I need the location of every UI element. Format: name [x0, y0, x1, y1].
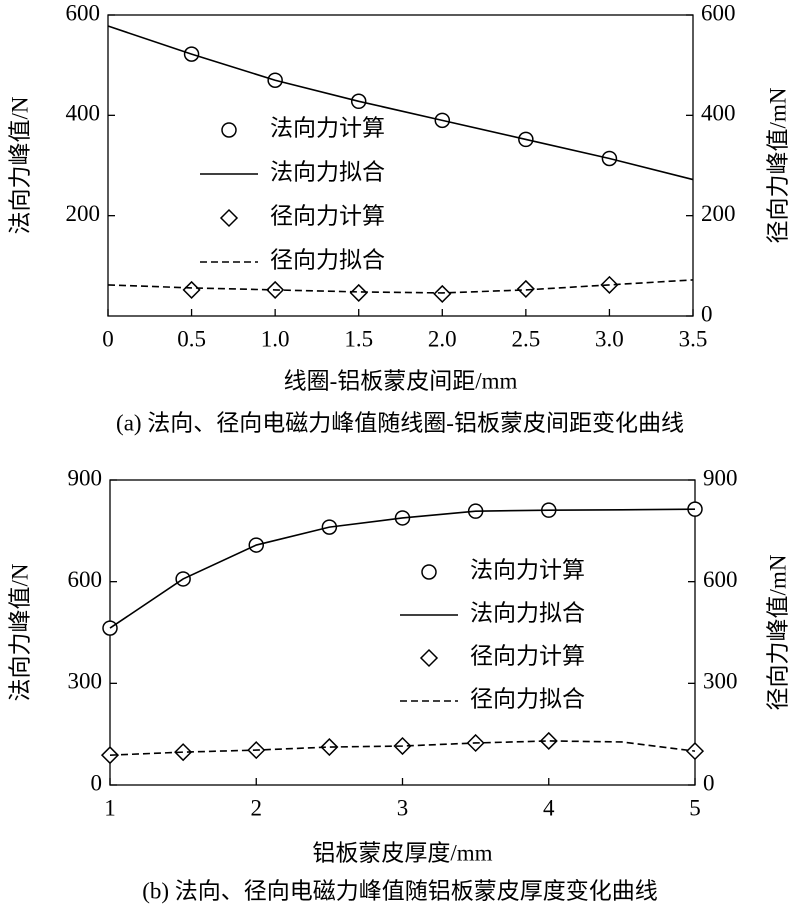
fit-line: [107, 25, 694, 181]
y-tick-label: 300: [68, 669, 103, 694]
x-tick-label: 3.0: [595, 326, 624, 351]
marker: [433, 284, 452, 303]
marker: [182, 280, 201, 299]
marker: [174, 743, 193, 762]
legend-label: 法向力计算: [470, 557, 585, 582]
legend-marker: [421, 564, 437, 580]
y2-tick-label: 200: [701, 201, 736, 226]
x-axis-label: 线圈-铝板蒙皮间距/mm: [284, 368, 518, 393]
legend-label: 径向力拟合: [270, 247, 385, 272]
legend-marker: [219, 208, 239, 228]
marker: [516, 279, 535, 298]
x-tick-label: 1.5: [344, 326, 373, 351]
y2-tick-label: 400: [701, 101, 736, 126]
y-tick-label: 900: [68, 465, 103, 490]
fit-line: [109, 508, 696, 629]
y-tick-label: 200: [66, 201, 101, 226]
legend-label: 径向力拟合: [470, 686, 585, 711]
x-tick-label: 2.0: [428, 326, 457, 351]
legend-label: 法向力计算: [270, 115, 385, 140]
y2-tick-label: 300: [703, 669, 738, 694]
x-tick-label: 2: [251, 795, 263, 820]
x-tick-label: 0.5: [177, 326, 206, 351]
y2-tick-label: 0: [703, 770, 715, 795]
x-tick-label: 4: [543, 795, 555, 820]
x-tick-label: 3: [397, 795, 409, 820]
y-tick-label: 600: [66, 0, 101, 25]
x-tick-label: 3.5: [679, 326, 708, 351]
y-tick-label: 600: [68, 567, 103, 592]
y2-tick-label: 600: [701, 0, 736, 25]
y-tick-label: 400: [66, 101, 101, 126]
plot-frame: [107, 14, 694, 317]
y2-axis-label: 径向力峰值/mN: [765, 87, 790, 243]
x-tick-label: 1.0: [261, 326, 290, 351]
y2-tick-label: 0: [701, 301, 713, 326]
legend-label: 径向力计算: [470, 643, 585, 668]
y2-tick-label: 900: [703, 465, 738, 490]
legend-label: 径向力计算: [270, 203, 385, 228]
legend-label: 法向力拟合: [270, 159, 385, 184]
y-axis-label: 法向力峰值/N: [7, 96, 32, 234]
marker: [539, 731, 558, 751]
x-tick-label: 1: [104, 795, 116, 820]
x-tick-label: 2.5: [511, 326, 540, 351]
y2-tick-label: 600: [703, 567, 738, 592]
marker: [349, 283, 368, 302]
chart-caption: (b) 法向、径向电磁力峰值随铝板蒙皮厚度变化曲线: [142, 878, 658, 903]
x-tick-label: 5: [689, 795, 701, 820]
y-tick-label: 0: [91, 770, 103, 795]
fit-line: [107, 279, 694, 294]
legend-marker: [221, 122, 237, 138]
chart-caption: (a) 法向、径向电磁力峰值随线圈-铝板蒙皮间距变化曲线: [116, 410, 684, 435]
x-axis-label: 铝板蒙皮厚度/mm: [312, 840, 492, 865]
y2-axis-label: 径向力峰值/mN: [765, 554, 790, 710]
y-axis-label: 法向力峰值/N: [7, 563, 32, 701]
legend-label: 法向力拟合: [470, 600, 585, 625]
marker: [320, 737, 339, 757]
fit-line: [109, 740, 696, 756]
legend-marker: [419, 648, 439, 668]
x-tick-label: 0: [102, 326, 114, 351]
